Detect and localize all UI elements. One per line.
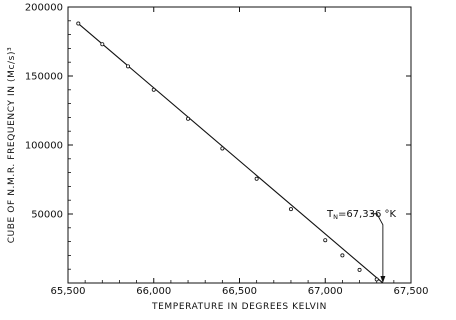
x-axis-ticks: 65,500 66,000 66,500 67,000 67,500 xyxy=(51,7,429,297)
y-tick-label: 150000 xyxy=(25,72,63,83)
annotation-layer: TN=67,336 °K xyxy=(326,209,397,283)
annotation-label: TN=67,336 °K xyxy=(326,209,397,221)
plot-frame xyxy=(67,6,412,284)
y-tick-label: 50000 xyxy=(31,210,63,221)
data-point xyxy=(151,87,156,92)
data-point xyxy=(288,207,293,212)
x-axis-title: TEMPERATURE IN DEGREES KELVIN xyxy=(151,302,327,312)
x-tick-label: 66,000 xyxy=(136,286,171,297)
data-point xyxy=(76,21,81,26)
series-line xyxy=(77,23,384,284)
series-layer xyxy=(76,21,384,284)
data-point xyxy=(186,116,191,121)
data-point xyxy=(323,238,328,243)
y-tick-label: 100000 xyxy=(25,141,63,152)
data-point xyxy=(220,146,225,151)
y-axis-ticks: 50000 100000 150000 200000 xyxy=(25,3,411,270)
x-tick-label: 66,500 xyxy=(222,286,257,297)
data-point xyxy=(374,277,379,282)
data-point xyxy=(100,42,105,47)
annotation-leader xyxy=(370,213,384,277)
x-tick-label: 67,000 xyxy=(308,286,343,297)
data-point xyxy=(357,267,362,272)
y-axis-title: CUBE OF N.M.R. FREQUENCY IN (Mc/s)³ xyxy=(7,47,17,244)
x-tick-label: 65,500 xyxy=(51,286,86,297)
data-point xyxy=(254,176,259,181)
y-tick-label: 200000 xyxy=(25,3,63,14)
data-point xyxy=(126,64,131,69)
x-tick-label: 67,500 xyxy=(394,286,429,297)
annotation-arrowhead xyxy=(380,276,386,283)
data-point xyxy=(340,253,345,258)
